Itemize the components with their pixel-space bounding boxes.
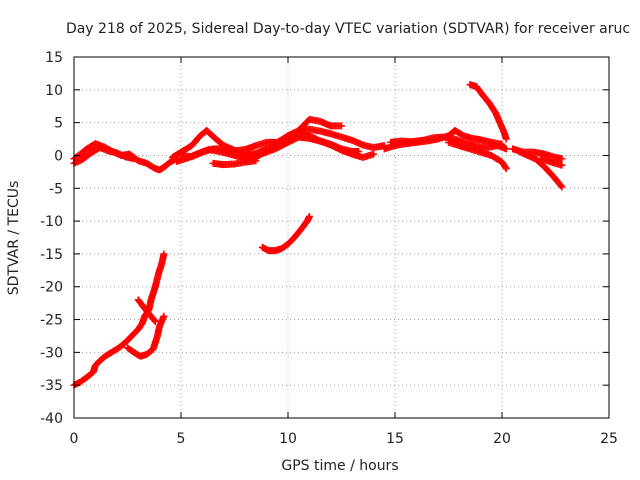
data-layer	[70, 81, 566, 389]
data-point	[502, 135, 510, 143]
series-track-mid	[258, 212, 313, 255]
data-point	[338, 122, 345, 130]
data-point	[558, 161, 566, 169]
data-point	[160, 250, 168, 258]
data-point	[150, 316, 158, 324]
y-tick-label: -30	[40, 345, 63, 361]
y-tick-label: -15	[40, 247, 63, 263]
x-tick-label: 15	[386, 431, 404, 447]
series-track-k	[466, 81, 510, 143]
x-axis-label: GPS time / hours	[281, 458, 398, 474]
data-point	[558, 183, 566, 191]
x-tick-label: 10	[279, 431, 297, 447]
data-point	[558, 155, 566, 163]
tick-labels: 0 5 10 15 20 25 -40 -35 -30 -25 -20 -15 -10 -5 0 5 10 15	[40, 50, 618, 447]
series-track-n	[537, 155, 566, 169]
tick-marks	[73, 56, 610, 419]
y-tick-label: 15	[45, 50, 63, 66]
y-tick-label: -35	[40, 378, 63, 394]
x-tick-label: 20	[493, 431, 511, 447]
x-tick-label: 0	[70, 431, 79, 447]
data-point	[252, 157, 260, 165]
y-tick-label: 0	[54, 148, 63, 164]
data-point	[557, 182, 565, 190]
data-point	[370, 150, 378, 158]
x-tick-label: 25	[600, 431, 618, 447]
data-point	[502, 145, 510, 153]
data-point	[502, 165, 510, 173]
series-track-g	[284, 128, 378, 161]
y-tick-label: -5	[49, 181, 63, 197]
y-tick-label: -20	[40, 280, 63, 296]
y-tick-label: -10	[40, 214, 63, 230]
data-point	[305, 212, 313, 220]
series-track-low-hook	[124, 312, 168, 360]
data-point	[501, 163, 509, 171]
chart-title: Day 218 of 2025, Sidereal Day-to-day VTE…	[66, 21, 630, 37]
plot-frame	[73, 56, 610, 419]
data-point	[160, 312, 168, 320]
series-track-f	[209, 157, 260, 169]
y-tick-label: 10	[45, 83, 63, 99]
y-tick-label: -25	[40, 313, 63, 329]
y-tick-label: 5	[54, 116, 63, 132]
y-tick-label: -40	[40, 411, 63, 427]
series-track-low-branch	[134, 296, 159, 326]
data-point	[130, 155, 138, 163]
series-track-i	[387, 133, 510, 153]
series-track-j	[445, 138, 510, 173]
grid	[74, 57, 609, 418]
x-tick-label: 5	[177, 431, 186, 447]
series-track-b	[70, 144, 138, 167]
y-axis-label: SDTVAR / TECUs	[6, 181, 22, 296]
data-point	[151, 318, 159, 326]
